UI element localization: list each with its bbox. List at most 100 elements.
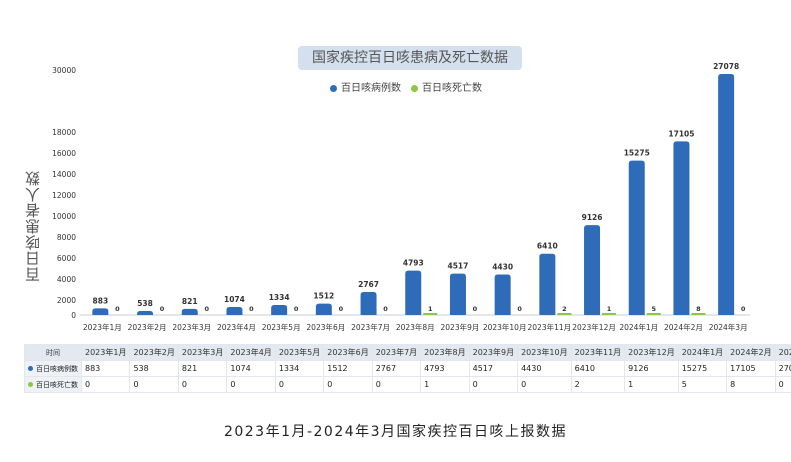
x-tick-label: 2024年1月 — [619, 322, 658, 332]
caption: 2023年1月-2024年3月国家疾控百日咳上报数据 — [223, 424, 568, 440]
legend-marker-icon — [330, 84, 337, 92]
table-cell: 0 — [517, 376, 572, 393]
y-tick-label: 18000 — [52, 128, 76, 137]
y-tick-label: 10000 — [52, 212, 76, 221]
bar-cases — [360, 291, 377, 315]
y-tick-label: 14000 — [52, 170, 76, 179]
table-cell: 6410 — [570, 360, 626, 377]
table-cell: 0 — [468, 376, 519, 393]
series-dot-icon — [28, 366, 33, 371]
x-tick-label: 2023年10月 — [483, 322, 527, 332]
table-cell: 4430 — [517, 360, 572, 377]
x-tick-label: 2024年3月 — [709, 322, 748, 332]
table-header-cell: 2023年6月 — [323, 344, 373, 361]
table-header-cell: 2023年5月 — [274, 344, 325, 361]
bar-cases — [718, 74, 735, 315]
legend-label: 百日咳病例数 — [341, 83, 401, 94]
table-header-cell: 2023年12月 — [624, 344, 679, 361]
bar-cases — [628, 160, 645, 315]
x-tick-label: 2024年2月 — [664, 322, 703, 332]
data-label-deaths: 0 — [741, 305, 746, 313]
x-tick-label: 2023年9月 — [441, 322, 480, 332]
table-header-cell: 2023年1月 — [80, 344, 131, 361]
data-label-deaths: 0 — [249, 305, 254, 313]
table-cell: 2767 — [371, 360, 422, 377]
data-label-cases: 27078 — [713, 62, 739, 71]
data-label-deaths: 2 — [562, 305, 567, 313]
legend: 百日咳病例数 百日咳死亡数 — [330, 79, 482, 94]
data-label-deaths: 1 — [428, 305, 433, 313]
table-cell: 821 — [177, 360, 228, 377]
series-dot-icon — [28, 382, 33, 387]
x-tick-label: 2023年4月 — [217, 322, 256, 332]
data-table: 时间 2023年1月 2023年2月 2023年3月 2023年4月 2023年5月 202… — [24, 344, 791, 393]
table-header-cell: 2023年10月 — [517, 344, 572, 361]
y-tick-label: 2000 — [57, 296, 76, 305]
bar-deaths — [557, 313, 572, 315]
data-label-deaths: 8 — [696, 305, 701, 313]
table-cell: 1512 — [323, 360, 373, 377]
x-tick-label: 2023年2月 — [128, 322, 167, 332]
table-cell: 0 — [177, 376, 228, 393]
data-label-deaths: 0 — [294, 305, 299, 313]
chart-title: 国家疾控百日咳患病及死亡数据 — [298, 46, 522, 70]
data-label-cases: 1074 — [224, 295, 245, 304]
bar-cases — [92, 308, 109, 315]
table-header-cell: 2024年3月 — [774, 344, 791, 361]
table-cell: 1 — [624, 376, 679, 393]
y-tick-label: 16000 — [52, 149, 76, 158]
table-cell: 0 — [129, 376, 179, 393]
table-cell: 4793 — [420, 360, 470, 377]
y-tick-label: 6000 — [57, 254, 76, 263]
bar-cases — [137, 310, 154, 315]
x-tick-label: 2023年6月 — [306, 322, 345, 332]
data-label-deaths: 0 — [517, 305, 522, 313]
bar-cases — [673, 141, 690, 315]
data-label-deaths: 0 — [339, 305, 344, 313]
y-tick-label: 30000 — [52, 66, 76, 75]
legend-item-deaths[interactable]: 百日咳死亡数 — [411, 79, 482, 94]
x-tick-label: 2023年1月 — [83, 322, 122, 332]
data-label-cases: 4430 — [492, 262, 513, 271]
x-tick-label: 2023年3月 — [172, 322, 211, 332]
bar-deaths — [423, 313, 438, 315]
bar-cases — [405, 270, 422, 315]
table-header-cell: 2023年9月 — [468, 344, 519, 361]
table-header-cell: 2024年2月 — [726, 344, 776, 361]
bar-deaths — [646, 313, 661, 315]
table-cell: 0 — [274, 376, 325, 393]
table-cell: 0 — [323, 376, 373, 393]
table-row: 百日咳病例数 883 538 821 1074 1334 1512 2767 4793 4517 4… — [24, 360, 791, 377]
legend-item-cases[interactable]: 百日咳病例数 — [330, 79, 401, 94]
legend-label: 百日咳死亡数 — [422, 83, 482, 94]
bar-cases — [494, 274, 511, 315]
table-cell: 538 — [129, 360, 179, 377]
bar-cases — [539, 253, 556, 315]
table-cell: 8 — [726, 376, 776, 393]
table-cell: 9126 — [624, 360, 679, 377]
legend-marker-icon — [411, 84, 418, 92]
table-cell: 2 — [570, 376, 626, 393]
data-label-cases: 15275 — [624, 149, 650, 158]
x-tick-label: 2023年7月 — [351, 322, 390, 332]
y-tick-label: 0 — [71, 311, 76, 320]
data-label-cases: 883 — [93, 296, 109, 305]
data-label-cases: 1334 — [269, 293, 290, 302]
table-cell: 1334 — [274, 360, 325, 377]
x-tick-label: 2023年11月 — [528, 322, 572, 332]
bar-deaths — [602, 313, 617, 315]
data-label-cases: 538 — [137, 299, 153, 308]
table-header-cell: 2023年2月 — [129, 344, 179, 361]
bar-deaths — [691, 313, 706, 315]
table-cell: 0 — [371, 376, 422, 393]
bar-cases — [315, 303, 332, 315]
data-label-deaths: 1 — [607, 305, 612, 313]
table-series-label: 百日咳死亡数 — [24, 376, 82, 393]
table-cell: 0 — [226, 376, 276, 393]
table-header-cell: 2023年3月 — [177, 344, 228, 361]
table-cell: 5 — [677, 376, 728, 393]
table-cell: 27078 — [774, 360, 791, 377]
data-label-deaths: 0 — [204, 305, 209, 313]
table-cell: 4517 — [468, 360, 519, 377]
